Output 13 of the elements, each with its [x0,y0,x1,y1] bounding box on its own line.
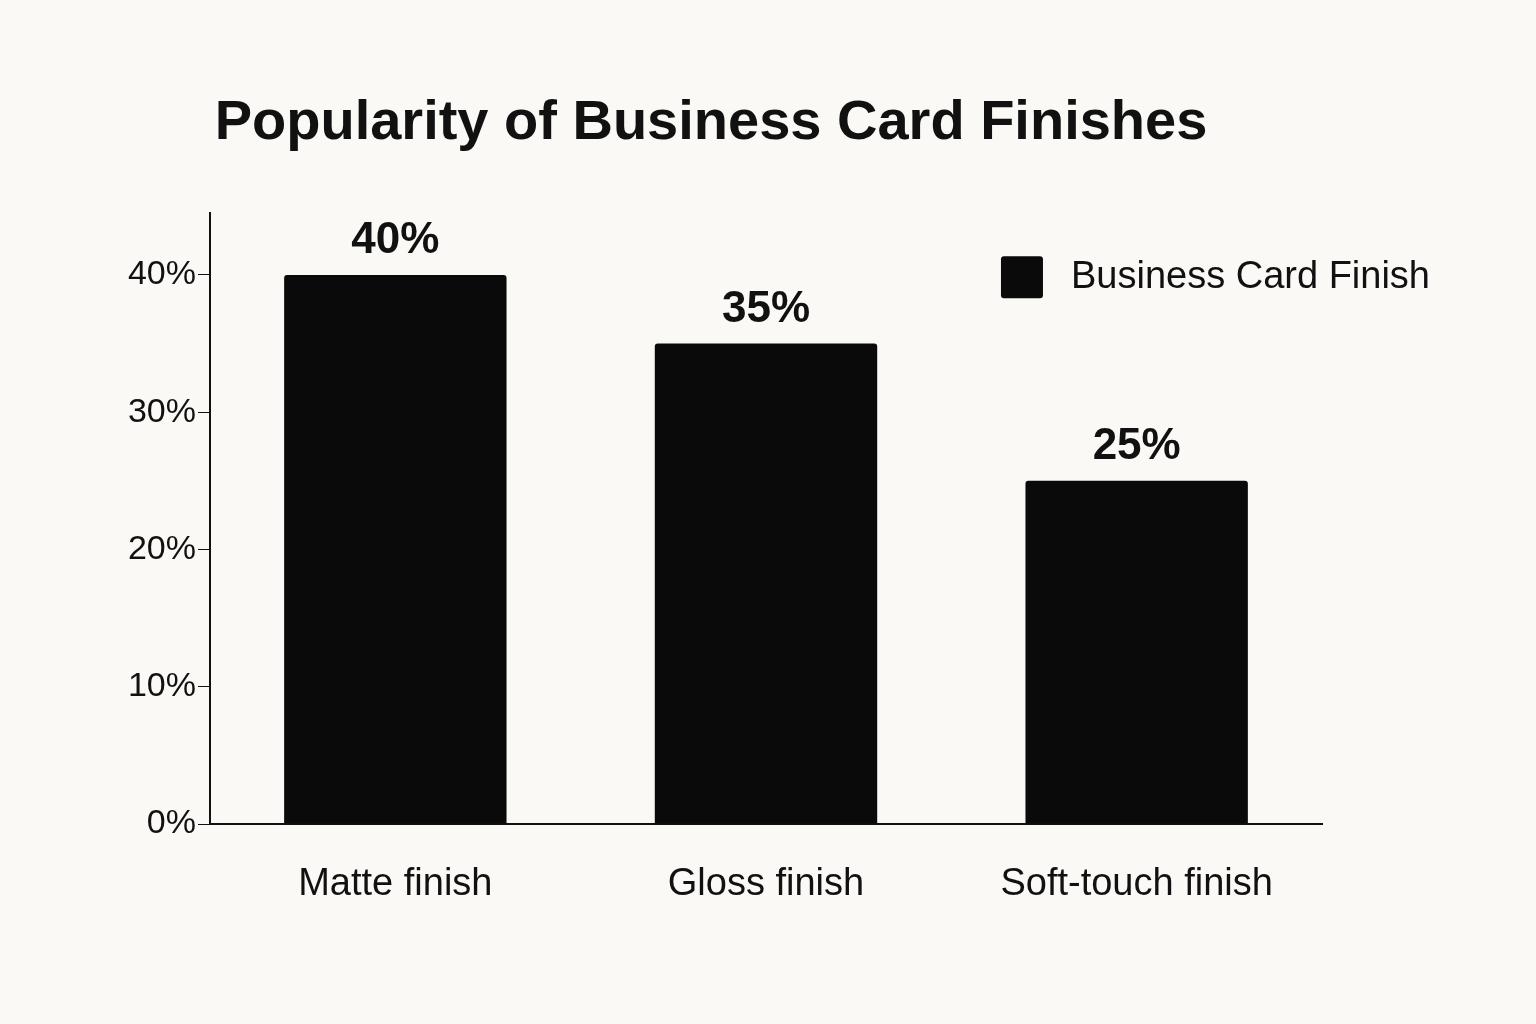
legend-label: Business Card Finish [1070,253,1431,296]
text: 35% [721,281,811,331]
y-tick-label: 40% [127,253,196,292]
y-tick-label: 10% [127,665,196,704]
x-tick-label: Soft-touch finish [1000,861,1273,904]
x-tick-label: Matte finish [298,861,493,904]
y-tick-label: 20% [127,527,196,566]
x-tick-label: Gloss finish [667,861,865,904]
y-tick-label: 30% [127,390,196,429]
y-tick-label: 0% [146,802,196,841]
chart-title: Popularity of Business Card Finishes [214,88,1208,152]
text: 40% [351,213,440,263]
text: 25% [1092,418,1181,468]
